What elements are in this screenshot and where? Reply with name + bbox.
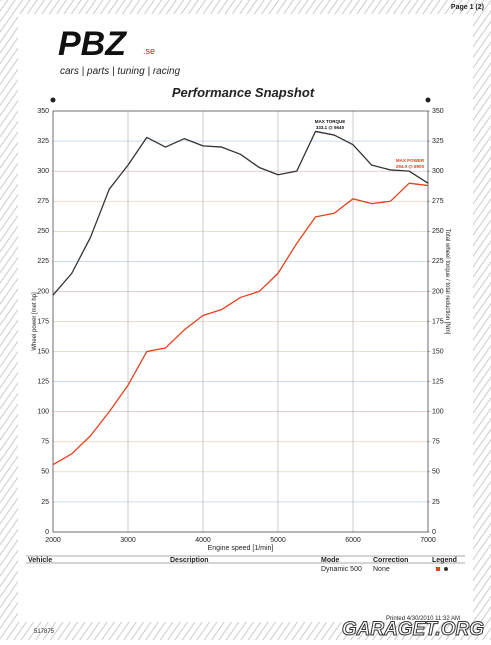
- y2-axis-label: Total wheel torque / total reduction [Nm…: [444, 229, 450, 335]
- legend-swatch: [436, 567, 440, 571]
- table-header: Correction: [373, 557, 408, 564]
- tagline: cars | parts | tuning | racing: [60, 66, 181, 77]
- plot: 0255075100125150175200225250275300325350…: [32, 108, 450, 552]
- page-number: Page 1 (2): [451, 4, 484, 11]
- series-line: [52, 182, 429, 466]
- x-tick-label: 5000: [270, 537, 286, 544]
- y2-tick-label: 50: [432, 469, 440, 476]
- plot-frame: [52, 110, 429, 533]
- series-line: [52, 130, 429, 296]
- corner-dot: [425, 97, 431, 103]
- y-tick-label: 75: [41, 439, 49, 446]
- y-tick-label: 275: [37, 198, 49, 205]
- table-header: Vehicle: [28, 557, 52, 564]
- legend-swatch: [444, 567, 448, 571]
- x-tick-label: 7000: [420, 537, 436, 544]
- y-tick-label: 25: [41, 499, 49, 506]
- correction: None: [373, 566, 390, 573]
- corner-dot: [50, 97, 56, 103]
- y-tick-label: 350: [37, 108, 49, 115]
- y2-tick-label: 175: [432, 318, 444, 325]
- printed-date: Printed 4/30/2010 11:32 AM: [386, 616, 460, 622]
- y2-tick-label: 100: [432, 409, 444, 416]
- x-tick-label: 4000: [195, 537, 211, 544]
- y-tick-label: 125: [37, 378, 49, 385]
- logo: PBZ: [58, 25, 127, 63]
- y2-tick-label: 225: [432, 258, 444, 265]
- y-tick-label: 50: [41, 469, 49, 476]
- y-axis-label: Wheel power [met hp]: [32, 292, 38, 351]
- y-tick-label: 300: [37, 168, 49, 175]
- annotation: 333.1 @ 5640: [316, 125, 345, 130]
- annotation: 294.0 @ 6900: [396, 164, 425, 169]
- table-header: Mode: [321, 557, 339, 564]
- chart-title: Performance Snapshot: [172, 85, 315, 100]
- annotation: MAX POWER: [396, 158, 425, 163]
- x-axis-label: Engine speed [1/min]: [208, 545, 274, 552]
- y-tick-label: 175: [37, 318, 49, 325]
- y2-tick-label: 0: [432, 529, 436, 536]
- y2-tick-label: 250: [432, 228, 444, 235]
- y2-tick-label: 125: [432, 378, 444, 385]
- y2-tick-label: 200: [432, 288, 444, 295]
- y-tick-label: 0: [45, 529, 49, 536]
- y-tick-label: 150: [37, 348, 49, 355]
- y2-tick-label: 275: [432, 198, 444, 205]
- mode: Dynamic 500: [321, 566, 362, 573]
- x-tick-label: 2000: [45, 537, 61, 544]
- y2-tick-label: 150: [432, 348, 444, 355]
- x-tick-label: 3000: [120, 537, 136, 544]
- paper: [18, 14, 473, 622]
- y2-tick-label: 300: [432, 168, 444, 175]
- y-tick-label: 225: [37, 258, 49, 265]
- y-tick-label: 200: [37, 288, 49, 295]
- x-tick-label: 6000: [345, 537, 361, 544]
- table-header: Description: [170, 557, 209, 564]
- y-tick-label: 250: [37, 228, 49, 235]
- table-header: Legend: [432, 557, 457, 564]
- watermark: GARAGET.ORG: [342, 619, 484, 640]
- footer-id: 517875: [34, 629, 55, 635]
- y-tick-label: 100: [37, 409, 49, 416]
- y-tick-label: 325: [37, 138, 49, 145]
- y2-tick-label: 350: [432, 108, 444, 115]
- y2-tick-label: 25: [432, 499, 440, 506]
- logo-suffix: .se: [143, 46, 155, 56]
- y2-tick-label: 325: [432, 138, 444, 145]
- y2-tick-label: 75: [432, 439, 440, 446]
- annotation: MAX TORQUE: [315, 119, 345, 124]
